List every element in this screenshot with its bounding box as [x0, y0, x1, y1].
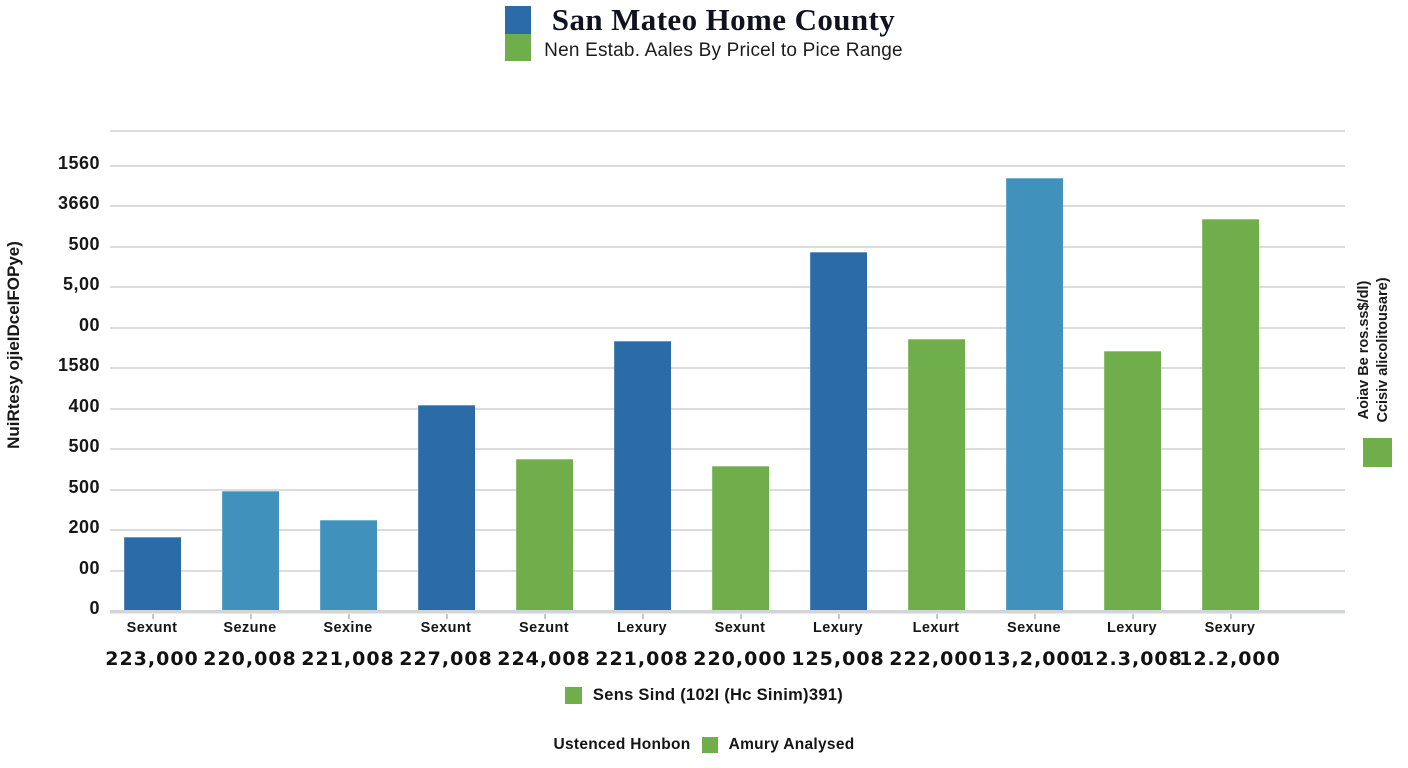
legend-swatch-icon: [564, 687, 582, 704]
y-tick-label: 1560: [57, 153, 100, 173]
x-axis-prices: 223,000 220,008 221,008 227,008 224,008 221,0…: [0, 648, 1408, 674]
y-tick-label: 0: [89, 597, 100, 618]
gridline: [110, 165, 1345, 167]
right-axis-title: Aoiav Be ros.ss$/dl) Ccisiv alicolitousa…: [1355, 255, 1397, 445]
chart-title: San Mateo Home County: [551, 2, 896, 37]
x-price-label: 220,000: [693, 648, 787, 670]
title-legend-icon: [505, 6, 532, 61]
y-tick-label: 1580: [57, 355, 100, 376]
x-category-label: Sexunt: [420, 620, 472, 636]
y-tick-label: 00: [78, 314, 100, 335]
y-tick-label: 00: [78, 557, 100, 578]
blue-square-icon: [505, 6, 532, 34]
gridline: [110, 245, 1345, 248]
gridline-top: [110, 130, 1345, 132]
x-category-label: Sexunt: [126, 620, 178, 636]
footer-legend-left-label: Ustenced Honbon: [553, 736, 691, 753]
y-tick-label: 400: [68, 395, 100, 416]
x-tick: [250, 614, 252, 619]
x-tick: [544, 614, 546, 619]
right-axis-line1: Aoiav Be ros.ss$/dl): [1356, 280, 1372, 420]
bar-12: [1201, 218, 1259, 610]
chart-header: San Mateo Home County Nen Estab. Aales B…: [0, 2, 1408, 63]
x-category-label: Lexury: [813, 620, 863, 636]
plot-area: [110, 130, 1345, 619]
y-axis-labels: 1560 3660 500 5,00 00 1580 400 500 500 200 00 0: [0, 0, 100, 768]
green-square-icon: [505, 34, 532, 61]
y-tick-label: 500: [68, 233, 100, 254]
right-green-swatch-icon: [1363, 438, 1392, 467]
y-tick-label: 5,00: [62, 274, 100, 295]
bar-3: [319, 519, 377, 610]
x-tick: [642, 614, 644, 619]
x-tick: [446, 614, 448, 619]
bar-11: [1103, 350, 1161, 610]
x-category-label: Sexury: [1204, 620, 1256, 636]
x-category-label: Lexury: [617, 620, 667, 636]
footer-legend-swatch-icon: [701, 737, 718, 753]
x-category-label: Sezune: [223, 620, 277, 636]
bar-9: [907, 338, 965, 610]
bar-4: [417, 405, 475, 610]
x-price-label: 220,008: [203, 648, 297, 670]
x-price-label: 125,008: [791, 648, 885, 670]
bar-8: [809, 251, 867, 610]
x-tick: [740, 614, 742, 619]
gridline: [110, 407, 1345, 410]
x-category-label: Sexune: [1007, 620, 1061, 636]
bar-5: [515, 458, 573, 610]
x-price-label: 13,2,000: [983, 648, 1085, 670]
x-price-label: 223,000: [105, 648, 199, 670]
x-tick: [1034, 614, 1036, 619]
y-tick-label: 500: [68, 476, 100, 497]
x-tick: [348, 614, 350, 619]
x-axis-line: [110, 609, 1345, 613]
x-category-label: Lexury: [1107, 620, 1157, 636]
gridline: [110, 205, 1345, 208]
x-tick: [936, 614, 938, 619]
x-tick: [1132, 614, 1134, 619]
x-price-label: 12.3,008: [1081, 648, 1183, 670]
title-block: San Mateo Home County Nen Estab. Aales B…: [544, 2, 903, 63]
bar-1: [123, 537, 181, 610]
gridline: [110, 286, 1345, 289]
x-tick: [1230, 614, 1232, 619]
y-tick-label: 500: [68, 436, 100, 457]
x-price-label: 227,008: [399, 648, 493, 670]
right-axis-line2: Ccisiv alicolitousare): [1375, 277, 1391, 423]
gridline: [110, 367, 1345, 370]
bar-2: [221, 490, 279, 610]
x-tick: [152, 614, 154, 619]
x-category-label: Lexurt: [912, 620, 960, 636]
footer-legend: Ustenced Honbon Amury Analysed: [0, 736, 1408, 754]
y-tick-label: 3660: [57, 193, 100, 214]
gridline: [110, 326, 1345, 329]
x-category-label: Sexine: [323, 620, 373, 636]
x-price-label: 221,008: [301, 648, 395, 670]
legend: Sens Sind (102I (Hc Sinim)391): [0, 686, 1408, 705]
bar-10: [1005, 178, 1063, 610]
x-price-label: 222,000: [889, 648, 983, 670]
bar-6: [613, 341, 671, 610]
x-category-label: Sezunt: [519, 620, 569, 636]
x-price-label: 12.2,000: [1179, 648, 1281, 670]
y-tick-label: 200: [68, 517, 100, 538]
x-price-label: 221,008: [595, 648, 689, 670]
x-axis-categories: Sexunt Sezune Sexine Sexunt Sezunt Lexury Sexu…: [0, 620, 1408, 642]
bar-7: [711, 466, 769, 610]
legend-label: Sens Sind (102I (Hc Sinim)391): [592, 686, 844, 704]
x-tick: [838, 614, 840, 619]
x-category-label: Sexunt: [714, 620, 766, 636]
footer-legend-right-label: Amury Analysed: [728, 736, 855, 753]
x-price-label: 224,008: [497, 648, 591, 670]
gridline: [110, 448, 1345, 451]
chart-subtitle: Nen Estab. Aales By Pricel to Pice Range: [544, 40, 903, 61]
